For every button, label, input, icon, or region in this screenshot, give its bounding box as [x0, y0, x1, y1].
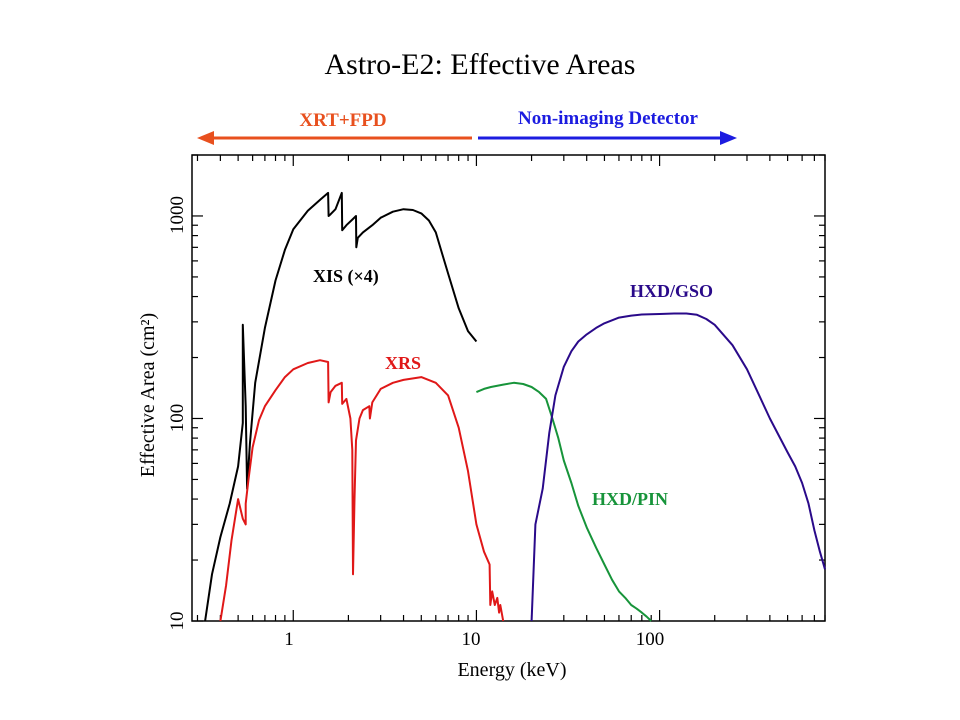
series-line-hxd-gso — [530, 312, 826, 622]
series-label-xrs: XRS — [385, 353, 421, 373]
x-tick-label: 10 — [462, 629, 481, 650]
axis-ticks — [192, 154, 826, 622]
x-axis-label: Energy (keV) — [457, 659, 566, 681]
series-label-xis: XIS (×4) — [313, 266, 379, 287]
plot-frame — [191, 154, 826, 622]
series-line-xrs — [219, 359, 505, 622]
y-tick-label: 100 — [167, 404, 188, 433]
y-tick-label: 10 — [167, 612, 188, 631]
x-tick-label: 1 — [284, 629, 294, 650]
x-tick-label: 100 — [636, 629, 665, 650]
series-label-hxd-pin: HXD/PIN — [592, 489, 668, 509]
series-lines — [204, 191, 826, 622]
y-tick-labels: 10 100 1000 — [167, 196, 188, 631]
range-arrows: XRT+FPD Non-imaging Detector — [197, 108, 737, 145]
series-line-xis — [204, 191, 478, 622]
non-imaging-arrow-head — [720, 131, 737, 145]
series-line-hxd-pin — [476, 381, 652, 622]
chart-title: Astro-E2: Effective Areas — [324, 48, 635, 81]
series-labels: XIS (×4) XRS HXD/PIN HXD/GSO — [313, 266, 713, 509]
non-imaging-label: Non-imaging Detector — [518, 108, 698, 129]
y-axis-label: Effective Area (cm²) — [137, 313, 159, 477]
series-label-hxd-gso: HXD/GSO — [630, 281, 713, 301]
x-tick-labels: 1 10 100 — [284, 629, 664, 650]
y-tick-label: 1000 — [167, 196, 188, 234]
xrt-fpd-arrow-head — [197, 131, 214, 145]
xrt-fpd-label: XRT+FPD — [299, 110, 386, 131]
